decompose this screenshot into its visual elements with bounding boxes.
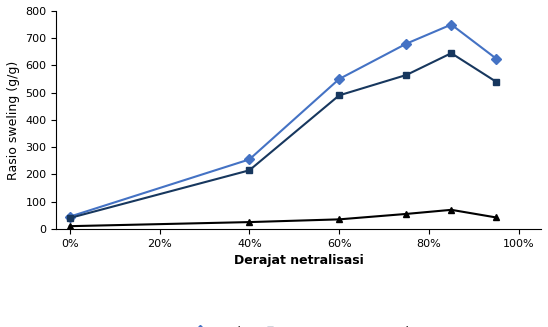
Qurea bbox=[448, 51, 455, 55]
QNaCl bbox=[493, 215, 499, 219]
X-axis label: Derajat netralisasi: Derajat netralisasi bbox=[234, 254, 363, 267]
Y-axis label: Rasio sweling (g/g): Rasio sweling (g/g) bbox=[7, 60, 20, 180]
Line: QNaCl: QNaCl bbox=[66, 206, 500, 230]
Qair bbox=[336, 77, 342, 81]
QNaCl bbox=[336, 217, 342, 221]
QNaCl bbox=[66, 224, 73, 228]
Qair bbox=[246, 158, 253, 162]
Qurea bbox=[246, 168, 253, 172]
Line: Qurea: Qurea bbox=[66, 50, 500, 221]
QNaCl bbox=[403, 212, 410, 216]
Qurea bbox=[403, 73, 410, 77]
QNaCl bbox=[246, 220, 253, 224]
Qurea bbox=[336, 94, 342, 97]
Qair bbox=[448, 23, 455, 26]
Qurea bbox=[66, 216, 73, 220]
Qurea bbox=[493, 80, 499, 84]
QNaCl bbox=[448, 208, 455, 212]
Legend: Qair, Qurea, QNaCl: Qair, Qurea, QNaCl bbox=[184, 320, 414, 327]
Qair bbox=[493, 57, 499, 60]
Qair bbox=[66, 215, 73, 219]
Line: Qair: Qair bbox=[66, 21, 500, 220]
Qair bbox=[403, 42, 410, 45]
